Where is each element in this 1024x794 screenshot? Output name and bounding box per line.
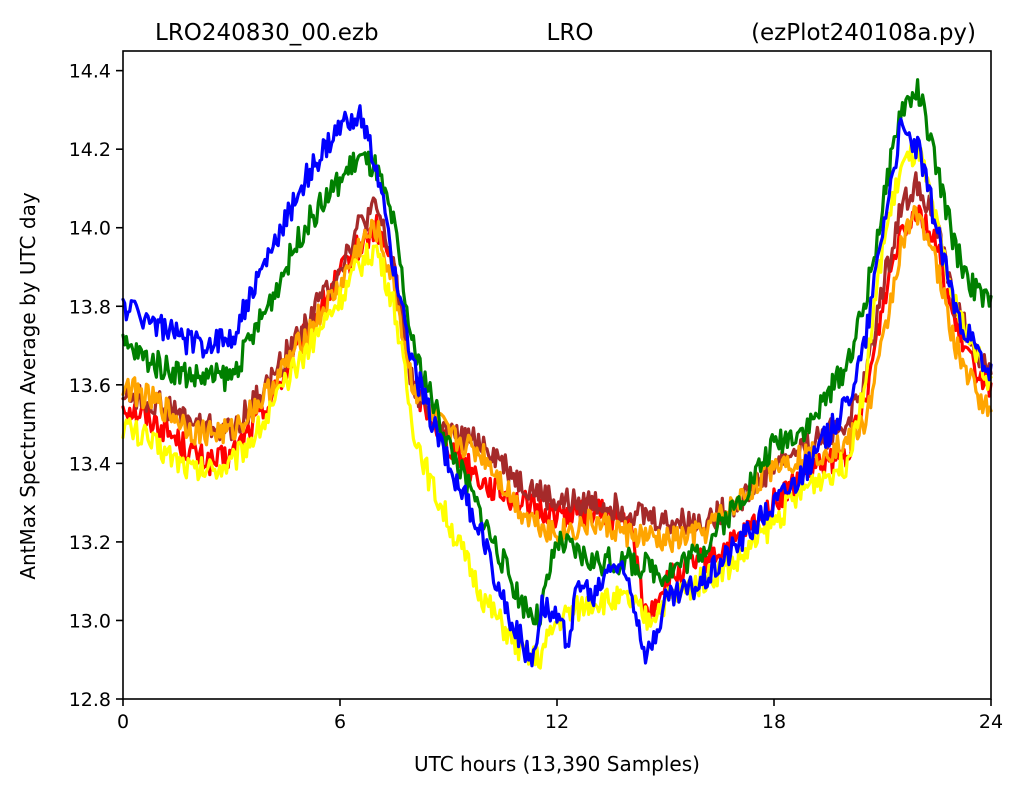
x-axis-label: UTC hours (13,390 Samples)	[414, 752, 700, 776]
y-tick-label: 13.0	[69, 610, 111, 632]
y-tick-label: 12.8	[69, 689, 111, 711]
y-tick-label: 13.4	[69, 453, 111, 475]
x-tick-label: 0	[117, 711, 129, 733]
y-tick-label: 13.2	[69, 532, 111, 554]
y-axis-label: AntMax Spectrum Average by UTC day	[16, 192, 40, 580]
y-tick-label: 13.8	[69, 296, 111, 318]
x-tick-label: 18	[762, 711, 786, 733]
chart-title-left: LRO240830_00.ezb	[155, 20, 379, 46]
series-layer	[121, 78, 993, 670]
y-tick-label: 14.0	[69, 218, 111, 240]
x-tick-label: 6	[334, 711, 346, 733]
chart-title-right: (ezPlot240108a.py)	[751, 20, 976, 46]
x-axis: 0 6 12 18 24	[117, 699, 1003, 733]
y-tick-label: 14.2	[69, 139, 111, 161]
y-tick-label: 14.4	[69, 61, 111, 83]
series-line-5	[121, 78, 993, 629]
y-tick-label: 13.6	[69, 375, 111, 397]
series-line-6	[121, 104, 993, 668]
series-line-3	[121, 205, 993, 554]
y-axis: 12.8 13.0 13.2 13.4 13.6 13.8 14.0 14.2 14.4	[69, 61, 123, 711]
chart-title-center: LRO	[547, 20, 594, 46]
x-tick-label: 24	[979, 711, 1003, 733]
plot-frame	[122, 50, 992, 700]
x-tick-label: 12	[545, 711, 569, 733]
